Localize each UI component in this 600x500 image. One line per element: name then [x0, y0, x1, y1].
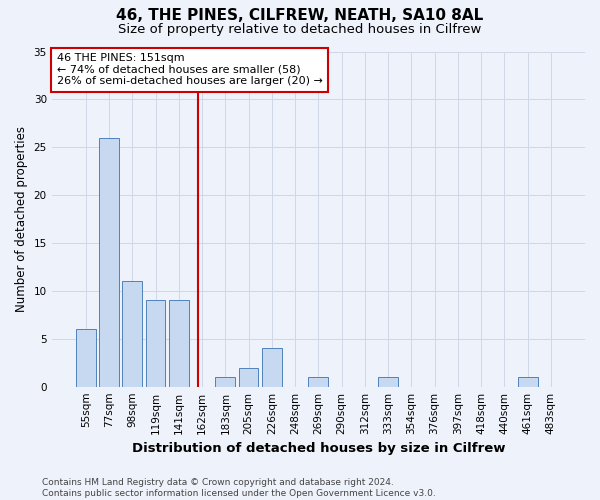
Bar [99, 138, 119, 386]
Bar [169, 300, 188, 386]
Bar [262, 348, 282, 387]
Text: 46 THE PINES: 151sqm
← 74% of detached houses are smaller (58)
26% of semi-detac: 46 THE PINES: 151sqm ← 74% of detached h… [57, 53, 323, 86]
Bar [308, 377, 328, 386]
Bar [518, 377, 538, 386]
Bar [215, 377, 235, 386]
Bar [146, 300, 166, 386]
Bar [378, 377, 398, 386]
Y-axis label: Number of detached properties: Number of detached properties [15, 126, 28, 312]
Text: 46, THE PINES, CILFREW, NEATH, SA10 8AL: 46, THE PINES, CILFREW, NEATH, SA10 8AL [116, 8, 484, 22]
Bar [76, 329, 95, 386]
X-axis label: Distribution of detached houses by size in Cilfrew: Distribution of detached houses by size … [131, 442, 505, 455]
Text: Size of property relative to detached houses in Cilfrew: Size of property relative to detached ho… [118, 22, 482, 36]
Bar [239, 368, 259, 386]
Bar [122, 282, 142, 387]
Text: Contains HM Land Registry data © Crown copyright and database right 2024.
Contai: Contains HM Land Registry data © Crown c… [42, 478, 436, 498]
